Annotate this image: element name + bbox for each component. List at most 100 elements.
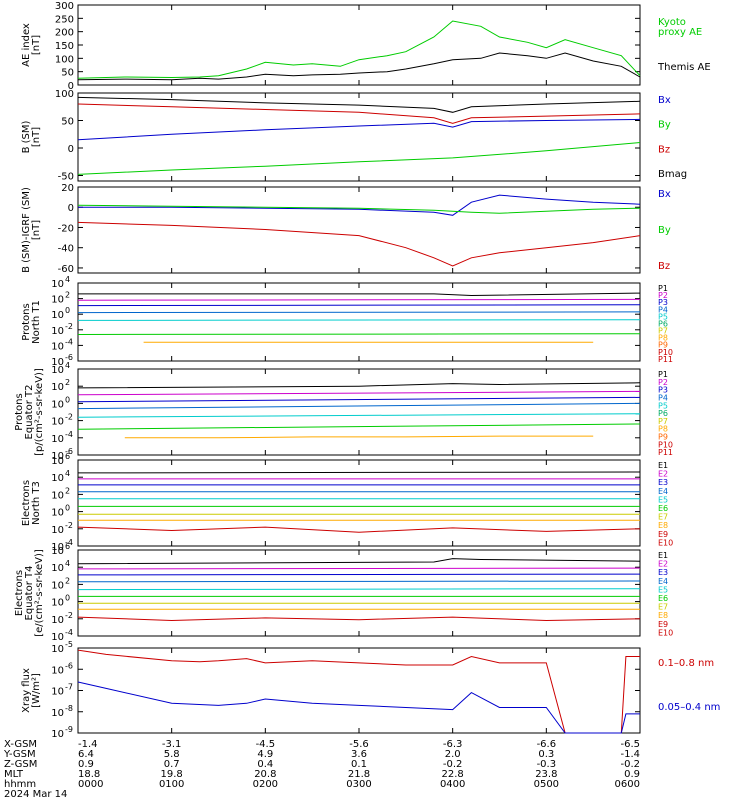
legend-entry: E2 xyxy=(658,470,668,479)
legend-entry: By xyxy=(658,225,671,236)
y-tick-label: 300 xyxy=(55,1,74,12)
series-line-e4 xyxy=(77,580,641,583)
axis-row-label: hhmm xyxy=(4,779,36,790)
series-line-bz xyxy=(77,103,641,124)
y-tick-exponent: 2 xyxy=(65,378,70,387)
axis-row-value: 3.6 xyxy=(351,749,367,760)
axis-row-value: 0200 xyxy=(253,779,278,790)
legend-entry: P1 xyxy=(658,284,668,293)
y-axis-label: Equator T2 xyxy=(24,385,35,440)
y-axis-label: B (SM)-IGRF (SM) xyxy=(21,187,32,273)
legend-entry: P3 xyxy=(658,298,668,307)
series-line-kyoto-proxy-ae xyxy=(77,20,641,79)
y-tick-exponent: 4 xyxy=(65,361,70,370)
y-tick-label: 10 xyxy=(51,525,64,536)
legend-entry: 0.1–0.8 nm xyxy=(658,658,714,669)
series-line-bz xyxy=(77,221,641,267)
axis-row-value: 5.8 xyxy=(164,749,180,760)
axis-row-value: -6.3 xyxy=(443,739,463,750)
y-axis-label: [e/(cm²-s-sr-keV)] xyxy=(34,549,45,637)
legend-entry: E5 xyxy=(658,585,668,594)
y-tick-label: 10 xyxy=(51,687,64,698)
axis-row-value: -0.2 xyxy=(443,759,463,770)
legend-entry: Kyoto xyxy=(658,17,686,28)
axis-row-value: 22.8 xyxy=(442,769,464,780)
series-line-0-05-0-4-nm xyxy=(77,681,640,734)
y-tick-exponent: 0 xyxy=(65,504,70,513)
legend-entry: E6 xyxy=(658,594,668,603)
axis-row-value: 6.4 xyxy=(78,749,94,760)
y-tick-label: 10 xyxy=(51,490,64,501)
legend-entry: P6 xyxy=(658,409,668,418)
axis-row-value: -0.3 xyxy=(537,759,557,770)
legend-entry: E9 xyxy=(658,530,668,539)
y-tick-label: 50 xyxy=(61,68,74,79)
y-axis-label: Electrons xyxy=(14,570,25,616)
y-tick-exponent: -6 xyxy=(65,447,73,456)
y-tick-label: 10 xyxy=(51,708,64,719)
y-tick-label: 0 xyxy=(68,203,74,214)
series-line-p3 xyxy=(77,396,641,403)
legend-entry: Bz xyxy=(658,144,670,155)
y-tick-exponent: 2 xyxy=(65,291,70,300)
y-tick-exponent: 4 xyxy=(65,275,70,284)
axis-row-label: Y-GSM xyxy=(3,749,36,760)
y-axis-label: AE index xyxy=(21,23,32,67)
y-axis-label: [nT] xyxy=(31,127,42,147)
y-tick-exponent: 0 xyxy=(65,306,70,315)
y-tick-label: -40 xyxy=(58,244,74,255)
legend-entry: P11 xyxy=(658,355,673,364)
y-axis-label: Electrons xyxy=(21,480,32,526)
legend-entry: P10 xyxy=(658,348,673,357)
series-line-p1 xyxy=(78,292,641,297)
y-tick-label: 10 xyxy=(51,326,64,337)
legend-entry: E3 xyxy=(658,568,668,577)
y-tick-exponent: -2 xyxy=(65,521,73,530)
y-tick-exponent: -7 xyxy=(65,683,73,692)
legend-entry: Bx xyxy=(658,189,671,200)
y-tick-label: 10 xyxy=(51,644,64,655)
series-line-p4 xyxy=(77,311,641,314)
legend-entry: P10 xyxy=(658,440,673,449)
legend-entry: E10 xyxy=(658,628,673,637)
y-tick-label: 10 xyxy=(51,665,64,676)
legend-entry: E8 xyxy=(658,521,668,530)
axis-row-value: -5.6 xyxy=(349,739,369,750)
axis-row-value: -6.5 xyxy=(620,739,640,750)
axis-row-value: 0600 xyxy=(615,779,640,790)
y-tick-label: -20 xyxy=(58,223,74,234)
axis-row-value: 23.8 xyxy=(535,769,557,780)
legend-entry: Bz xyxy=(658,261,670,272)
legend-entry: proxy AE xyxy=(658,27,702,38)
legend-entry: Bmag xyxy=(658,169,687,180)
axis-row-value: 0.4 xyxy=(257,759,273,770)
axis-row-value: -3.1 xyxy=(162,739,182,750)
series-line-e5 xyxy=(77,588,641,591)
legend-entry: P8 xyxy=(658,425,668,434)
y-tick-label: 10 xyxy=(51,508,64,519)
y-tick-label: 10 xyxy=(51,341,64,352)
y-tick-exponent: -4 xyxy=(65,538,73,547)
axis-row-value: -6.6 xyxy=(537,739,557,750)
y-tick-exponent: 6 xyxy=(65,542,70,551)
y-axis-label: Equator T4 xyxy=(24,566,35,621)
legend-entry: P7 xyxy=(658,327,668,336)
y-tick-label: 10 xyxy=(51,357,64,368)
legend-entry: E2 xyxy=(658,560,668,569)
y-tick-label: 200 xyxy=(55,28,74,39)
series-line-p2 xyxy=(77,298,641,301)
series-line-e2 xyxy=(77,567,641,570)
series-line-bx xyxy=(77,118,641,141)
axis-row-value: -4.5 xyxy=(256,739,276,750)
legend-entry: 0.05–0.4 nm xyxy=(658,702,720,713)
series-line-p2 xyxy=(77,390,641,396)
axis-row-label: 2024 Mar 14 xyxy=(4,789,67,800)
y-tick-label: 10 xyxy=(51,729,64,740)
series-line-p1 xyxy=(77,382,641,389)
axis-row-label: X-GSM xyxy=(4,739,37,750)
legend-entry: E8 xyxy=(658,611,668,620)
legend-entry: P7 xyxy=(658,417,668,426)
axis-row-value: 19.8 xyxy=(161,769,183,780)
y-tick-label: 10 xyxy=(51,279,64,290)
y-tick-exponent: 0 xyxy=(65,395,70,404)
